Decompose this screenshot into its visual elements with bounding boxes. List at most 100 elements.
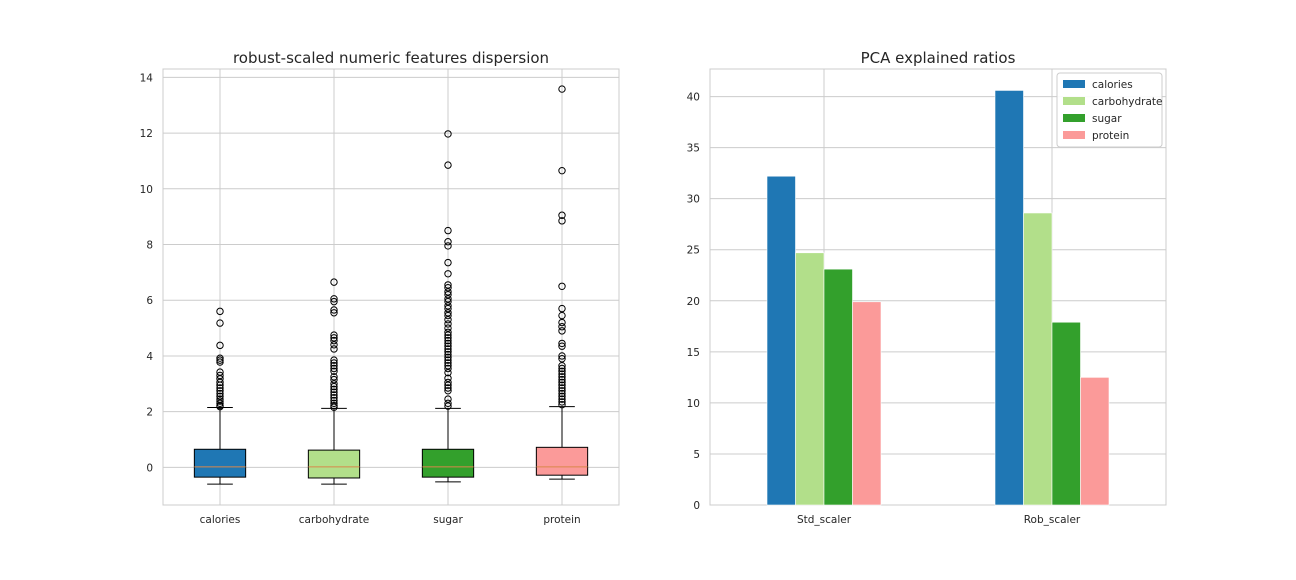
bar-x-ticks: Std_scaler Rob_scaler [797, 514, 1081, 526]
box-outlier-point [216, 358, 224, 366]
bar-x-tick-label: Rob_scaler [1024, 514, 1081, 526]
bar-calories-Std_scaler [766, 175, 796, 506]
bar-carbohydrate-Std_scaler [795, 252, 825, 506]
box-outlier-point [558, 389, 566, 398]
boxplot-y-tick-label: 0 [146, 462, 153, 474]
bar-y-tick-label: 40 [687, 92, 700, 104]
box-outlier-point [558, 318, 566, 327]
box-outlier-point [558, 311, 566, 320]
box-iqr [535, 446, 589, 476]
bar-y-tick-label: 0 [693, 500, 700, 512]
box-outlier-point [558, 282, 566, 291]
box-outlier-point [444, 311, 452, 320]
legend-label-calories: calories [1092, 79, 1133, 91]
box-iqr [421, 448, 475, 478]
boxplot-x-tick-label: carbohydrate [299, 514, 369, 526]
box-outlier-point [444, 324, 452, 332]
box-outlier-point [444, 350, 452, 359]
box-carbohydrate [307, 278, 361, 485]
box-outlier-point [444, 353, 452, 362]
boxplot-marks [193, 85, 589, 485]
box-outlier-point [216, 387, 224, 395]
box-outlier-point [330, 399, 338, 408]
bar-chart: 0 5 10 15 20 25 30 35 40 Std_scaler Rob_scaler PC… [687, 49, 1167, 526]
box-outlier-point [558, 367, 566, 375]
box-outlier-point [216, 378, 224, 387]
box-outlier-point [558, 392, 566, 401]
box-outlier-point [444, 399, 452, 408]
box-outlier-point [330, 394, 338, 402]
box-outlier-point [444, 316, 452, 324]
box-outlier-point [444, 290, 452, 299]
box-outlier-point [216, 384, 224, 392]
box-outlier-point [444, 320, 452, 328]
box-outlier-point [444, 304, 452, 313]
box-outlier-point [558, 166, 566, 175]
bar-y-tick-label: 35 [687, 143, 700, 155]
boxplot-y-tick-label: 6 [146, 295, 153, 307]
box-outlier-point [216, 341, 224, 350]
box-outlier-point [558, 387, 566, 395]
box-outlier-point [216, 319, 224, 327]
box-outlier-point [444, 334, 452, 342]
box-outlier-point [444, 374, 452, 382]
bar-y-tick-label: 5 [693, 449, 700, 461]
bar-y-tick-label: 20 [687, 296, 700, 308]
bar-calories-Rob_scaler [994, 90, 1024, 506]
box-outlier-point [444, 161, 452, 169]
box-outlier-point [330, 362, 338, 370]
box-outlier-point [558, 362, 566, 370]
box-outlier-point [558, 384, 566, 392]
box-iqr [193, 448, 247, 478]
box-outlier-point [216, 397, 224, 405]
bar-title: PCA explained ratios [861, 49, 1016, 67]
bar-x-tick-label: Std_scaler [797, 514, 852, 526]
legend-label-carbohydrate: carbohydrate [1092, 96, 1162, 108]
boxplot-y-tick-label: 8 [146, 240, 153, 252]
box-outlier-point [330, 278, 338, 286]
box-outlier-point [330, 341, 338, 349]
box-calories [193, 307, 247, 485]
box-outlier-point [444, 359, 452, 367]
box-outlier-point [216, 381, 224, 389]
box-outlier-point [216, 399, 224, 408]
box-outlier-point [444, 288, 452, 296]
box-outlier-point [558, 352, 566, 360]
box-outlier-point [558, 355, 566, 363]
box-outlier-point [558, 401, 566, 409]
box-outlier-point [216, 371, 224, 380]
bar-sugar-Std_scaler [823, 268, 853, 506]
box-outlier-point [330, 388, 338, 396]
boxplot-x-tick-label: sugar [433, 514, 463, 526]
box-outlier-point [558, 322, 566, 331]
box-outlier-point [216, 354, 224, 362]
box-outlier-point [558, 398, 566, 406]
boxplot-y-tick-label: 4 [146, 351, 153, 363]
box-outlier-point [330, 380, 338, 388]
box-outlier-point [444, 242, 452, 250]
box-outlier-point [444, 238, 452, 246]
box-outlier-point [558, 370, 566, 378]
bar-y-tick-label: 10 [687, 398, 700, 410]
boxplot-y-tick-label: 12 [140, 128, 153, 140]
box-outlier-point [444, 336, 452, 345]
box-outlier-point [330, 356, 338, 364]
box-outlier-point [330, 403, 338, 411]
legend-label-protein: protein [1092, 130, 1129, 142]
box-outlier-point [444, 309, 452, 317]
box-outlier-point [330, 359, 338, 367]
box-outlier-point [444, 283, 452, 292]
box-outlier-point [216, 389, 224, 398]
box-outlier-point [330, 306, 338, 314]
legend-swatch-sugar [1063, 114, 1085, 122]
box-outlier-point [444, 339, 452, 348]
box-outlier-point [444, 226, 452, 235]
box-outlier-point [330, 334, 338, 342]
box-outlier-point [444, 295, 452, 303]
boxplot-title: robust-scaled numeric features dispersio… [233, 49, 549, 67]
legend-label-sugar: sugar [1092, 113, 1122, 125]
box-outlier-point [444, 302, 452, 310]
box-outlier-point [558, 375, 566, 384]
legend-swatch-carbohydrate [1063, 97, 1085, 105]
